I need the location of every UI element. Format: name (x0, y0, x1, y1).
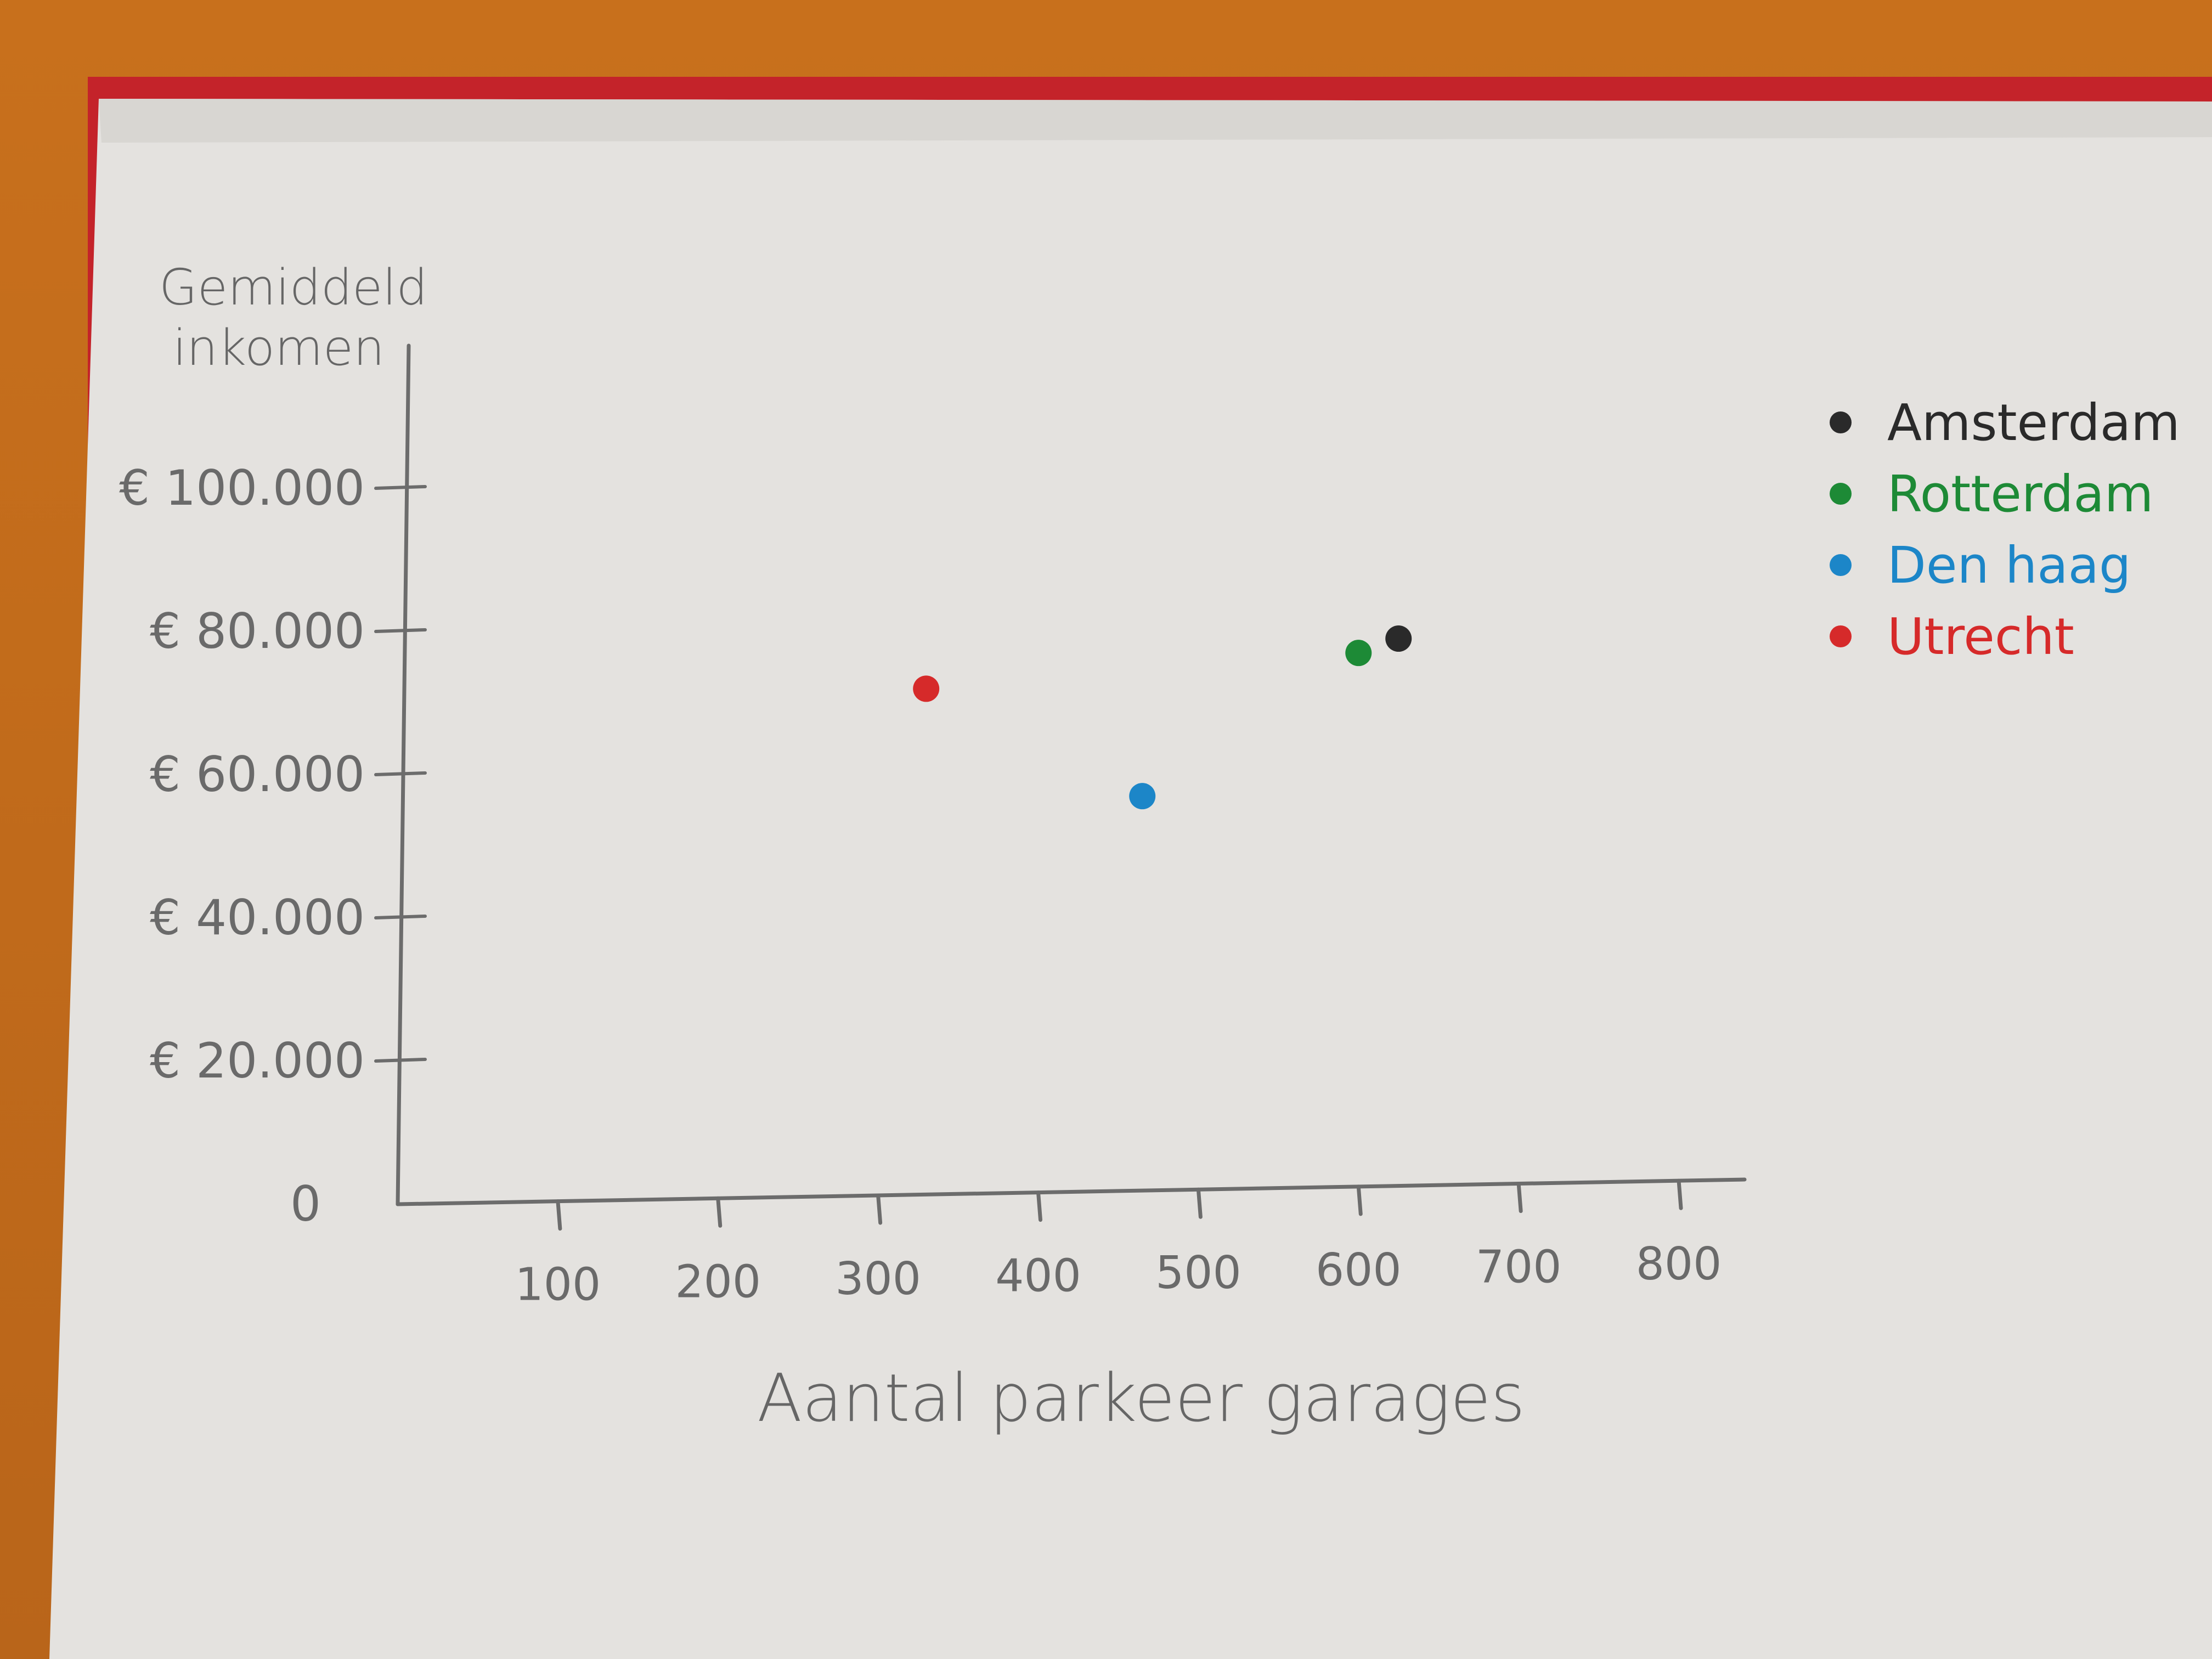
y-tick (374, 485, 427, 490)
x-tick (1356, 1184, 1363, 1216)
legend-marker-utrecht (1830, 625, 1852, 647)
x-tick (716, 1196, 723, 1228)
y-tick-label: € 40.000 (150, 889, 365, 946)
x-tick (1516, 1182, 1523, 1214)
y-tick-label: 0 (290, 1176, 321, 1232)
paper-shadow (99, 99, 2212, 143)
x-tick-label: 500 (1155, 1247, 1242, 1299)
paper-sheet (49, 99, 2212, 1659)
legend-label-amsterdam: Amsterdam (1887, 393, 2180, 452)
x-tick-label: 700 (1476, 1242, 1562, 1294)
x-tick-label: 600 (1316, 1244, 1402, 1296)
x-tick-label: 300 (835, 1253, 921, 1305)
x-tick (1677, 1178, 1683, 1210)
y-tick (374, 1058, 427, 1063)
y-axis-label-line1: Gemiddeld (159, 259, 428, 317)
x-tick (1196, 1187, 1203, 1219)
x-tick-label: 100 (515, 1259, 601, 1311)
y-tick-label: € 100.000 (119, 460, 365, 516)
data-point-utrecht (913, 675, 940, 702)
x-tick-label: 800 (1636, 1238, 1722, 1290)
y-tick-label: € 60.000 (150, 746, 365, 803)
legend-marker-rotterdam (1830, 483, 1852, 505)
y-tick-label: € 80.000 (150, 603, 365, 659)
legend: Amsterdam Rotterdam Den haag Utrecht (1830, 393, 2180, 666)
legend-label-rotterdam: Rotterdam (1887, 465, 2153, 523)
legend-marker-amsterdam (1830, 411, 1852, 433)
chart-text: Gemiddeld inkomen Aantal parkeer garages (159, 259, 1525, 1437)
y-tick (374, 628, 427, 633)
x-tick (1036, 1190, 1042, 1222)
x-tick (556, 1199, 562, 1231)
legend-label-den-haag: Den haag (1887, 536, 2131, 595)
y-tick-label: € 20.000 (150, 1032, 365, 1089)
plot-area: 0 € 20.000 € 40.000 € 60.000 € 80.000 € 100.0… (119, 343, 1747, 1311)
y-tick (374, 771, 427, 776)
x-tick (876, 1193, 883, 1225)
x-axis-label: Aantal parkeer garages (757, 1361, 1525, 1437)
data-point-amsterdam (1385, 625, 1412, 652)
data-point-rotterdam (1345, 640, 1372, 667)
y-axis-label-line2: inkomen (173, 319, 385, 377)
x-tick-label: 400 (995, 1250, 1081, 1302)
y-tick (374, 915, 427, 919)
legend-label-utrecht: Utrecht (1887, 607, 2074, 666)
x-tick-label: 200 (675, 1256, 761, 1308)
data-point-den-haag (1129, 783, 1156, 810)
legend-marker-den-haag (1830, 554, 1852, 576)
